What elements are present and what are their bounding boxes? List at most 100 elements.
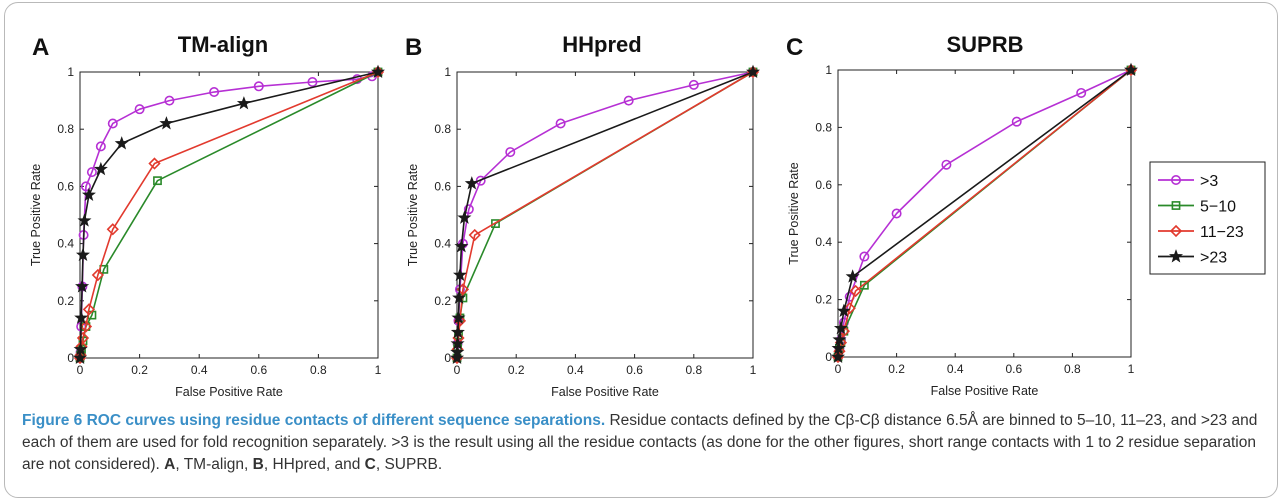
figure-frame: [4, 2, 1278, 498]
data-point: [830, 349, 846, 363]
y-tick-label: 0.8: [434, 122, 451, 136]
x-tick-label: 0.8: [685, 363, 702, 377]
data-point: [452, 267, 467, 282]
data-point: [941, 159, 952, 170]
data-point: [891, 208, 902, 219]
data-point: [114, 136, 129, 150]
data-point: [81, 187, 96, 201]
y-tick-label: 0.8: [815, 120, 832, 134]
x-tick-label: 0.2: [888, 362, 905, 376]
y-tick-label: 1: [825, 63, 832, 77]
y-tick-label: 0.8: [57, 122, 74, 136]
data-point: [454, 239, 469, 253]
data-point: [450, 344, 465, 359]
series-line: [837, 69, 1132, 358]
caption-text-a: , TM-align,: [175, 456, 253, 473]
data-point: [107, 118, 118, 129]
legend-item: 5−10: [1158, 199, 1236, 216]
data-point: [555, 118, 566, 129]
data-point: [82, 303, 96, 316]
data-point: [79, 320, 93, 333]
y-axis-label: True Positive Rate: [787, 162, 801, 264]
data-point: [1123, 62, 1139, 76]
series-line: [837, 69, 1132, 358]
data-point: [159, 116, 174, 130]
data-point: [93, 161, 108, 176]
data-point: [832, 332, 847, 346]
y-tick-label: 0.6: [815, 178, 832, 192]
data-point: [450, 324, 465, 339]
data-point: [80, 181, 91, 192]
y-tick-label: 0: [825, 350, 832, 364]
legend-label: >23: [1200, 250, 1227, 267]
y-tick-label: 0: [67, 351, 74, 365]
plot-area: [837, 69, 1132, 358]
x-tick-label: 1: [1128, 362, 1135, 376]
chart-panel-a: A TM-align 0 0.2 0.4 0.6 0.8 1 0 0.2 0.4 0.6 0.8 1 Fal…: [29, 32, 386, 399]
data-point: [859, 280, 869, 290]
series-line: [837, 69, 1132, 358]
data-point: [845, 269, 860, 283]
series-2: [73, 65, 385, 365]
series-line: [456, 71, 754, 359]
x-tick-label: 0: [835, 362, 842, 376]
plot-area: [456, 71, 754, 359]
data-point: [95, 141, 106, 152]
caption-text-c: , SUPRB.: [375, 456, 443, 473]
legend-label: 11−23: [1200, 224, 1244, 241]
y-tick-label: 0.6: [57, 179, 74, 193]
x-tick-label: 0.6: [250, 363, 267, 377]
data-point: [370, 64, 386, 78]
data-point: [623, 95, 634, 106]
x-axis-label: False Positive Rate: [931, 384, 1039, 398]
data-point: [74, 310, 89, 324]
series-line: [79, 71, 379, 359]
legend-marker: [1168, 249, 1184, 263]
data-point: [849, 284, 862, 298]
series-line: [456, 71, 754, 359]
x-axis-label: False Positive Rate: [175, 385, 283, 399]
legend-item: >3: [1158, 173, 1218, 190]
data-point: [75, 247, 90, 262]
series-2: [450, 65, 760, 365]
series-line: [79, 71, 379, 359]
x-tick-label: 1: [750, 363, 757, 377]
y-tick-label: 0.2: [434, 294, 451, 308]
data-point: [505, 147, 516, 158]
chart-title: SUPRB: [946, 32, 1023, 57]
x-tick-label: 0.4: [191, 363, 208, 377]
series-3: [72, 64, 386, 364]
panel-label: B: [405, 34, 422, 61]
data-point: [491, 219, 500, 228]
data-point: [745, 64, 761, 78]
y-tick-label: 0.6: [434, 179, 451, 193]
data-point: [457, 210, 472, 224]
x-tick-label: 0.4: [567, 363, 584, 377]
legend-marker: [1171, 201, 1181, 210]
data-point: [253, 81, 264, 92]
data-point: [106, 223, 119, 236]
data-point: [209, 87, 220, 98]
y-tick-label: 0.2: [57, 294, 74, 308]
legend-item: >23: [1158, 249, 1227, 267]
caption-ref-a: A: [164, 456, 176, 473]
x-tick-label: 0.4: [947, 362, 964, 376]
data-point: [859, 251, 870, 262]
series-2: [831, 63, 1138, 364]
data-point: [91, 268, 105, 282]
x-tick-label: 0.6: [626, 363, 643, 377]
x-tick-label: 0.2: [508, 363, 525, 377]
series-line: [456, 71, 754, 359]
panel-label: C: [786, 34, 803, 61]
chart-legend: >3 5−10 11−23 >23: [1149, 161, 1266, 275]
x-tick-label: 0.8: [310, 363, 327, 377]
y-tick-label: 0.2: [815, 293, 832, 307]
y-tick-label: 1: [67, 65, 74, 79]
caption-label: Figure 6 ROC curves using residue contac…: [22, 412, 606, 429]
y-tick-label: 0.4: [57, 237, 74, 251]
data-point: [1011, 116, 1022, 127]
legend-marker: [1171, 175, 1182, 186]
y-tick-label: 0.4: [815, 235, 832, 249]
y-tick-label: 1: [444, 65, 451, 79]
data-point: [450, 336, 465, 350]
